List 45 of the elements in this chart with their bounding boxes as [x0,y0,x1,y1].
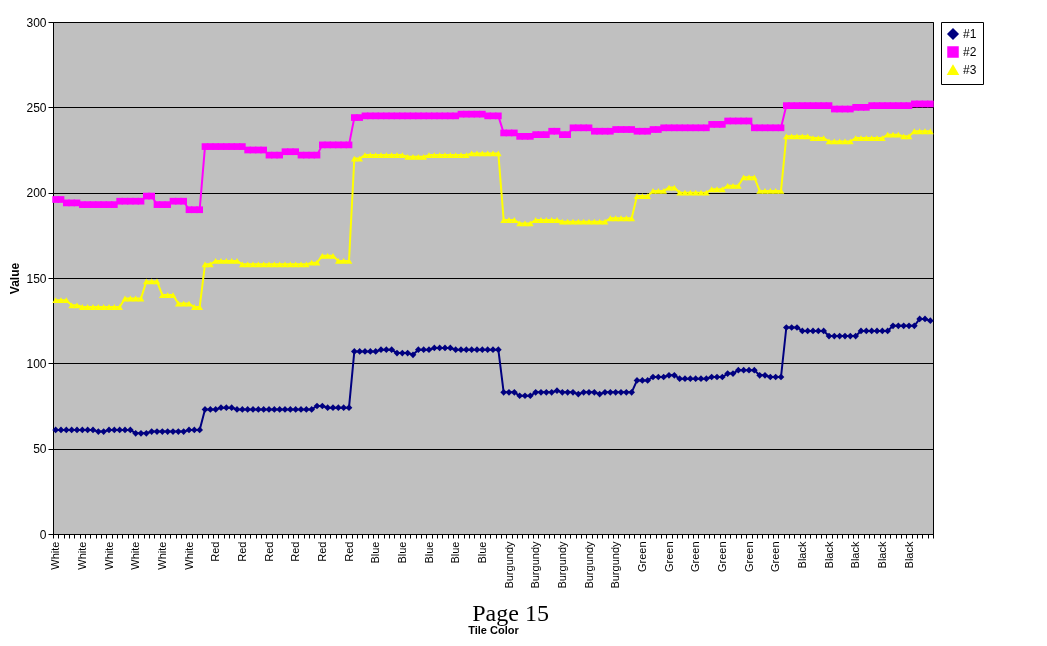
y-tick-label: 100 [26,356,47,371]
legend-label: #3 [963,63,977,77]
legend-label: #1 [963,27,977,41]
x-tick-label: Black [875,541,888,569]
x-tick-label: Blue [422,541,435,564]
x-tick-label: Red [342,541,355,562]
x-tick-label: Red [209,541,222,562]
x-tick-label: Blue [395,541,408,564]
x-tick-label: White [102,541,115,570]
x-tick-label: Blue [369,541,382,564]
y-tick-label: 0 [39,527,47,542]
x-tick-label: Red [235,541,248,562]
x-tick-label: Black [902,541,915,569]
x-tick-label: Green [715,541,728,573]
x-tick-label: Black [822,541,835,569]
y-tick-label: 300 [26,15,47,30]
x-tick-label: White [182,541,195,570]
x-tick-label: Red [262,541,275,562]
x-tick-label: Burgundy [609,541,622,589]
x-tick-label: Green [742,541,755,573]
y-tick-label: 150 [26,271,47,286]
x-tick-label: Blue [449,541,462,564]
x-tick-label: Burgundy [529,541,542,589]
x-tick-label: Green [635,541,648,573]
y-tick-label: 200 [26,186,47,201]
x-tick-label: Red [289,541,302,562]
x-tick-label: Black [849,541,862,569]
x-tick-label: Burgundy [555,541,568,589]
x-tick-label: White [129,541,142,570]
x-tick-label: White [155,541,168,570]
x-tick-label: Black [795,541,808,569]
x-tick-label: Red [315,541,328,562]
x-tick-label: White [75,541,88,570]
y-axis-title: Value [8,262,23,295]
x-tick-label: Blue [475,541,488,564]
x-tick-label: Green [689,541,702,573]
x-tick-label: Burgundy [502,541,515,589]
x-tick-label: Green [769,541,782,573]
x-tick-label: Burgundy [582,541,595,589]
y-tick-label: 50 [33,442,47,457]
y-tick-label: 250 [26,100,47,115]
text: Page 15 [472,600,549,626]
legend-label: #2 [963,45,977,59]
x-tick-label: White [49,541,62,570]
x-tick-label: Green [662,541,675,573]
